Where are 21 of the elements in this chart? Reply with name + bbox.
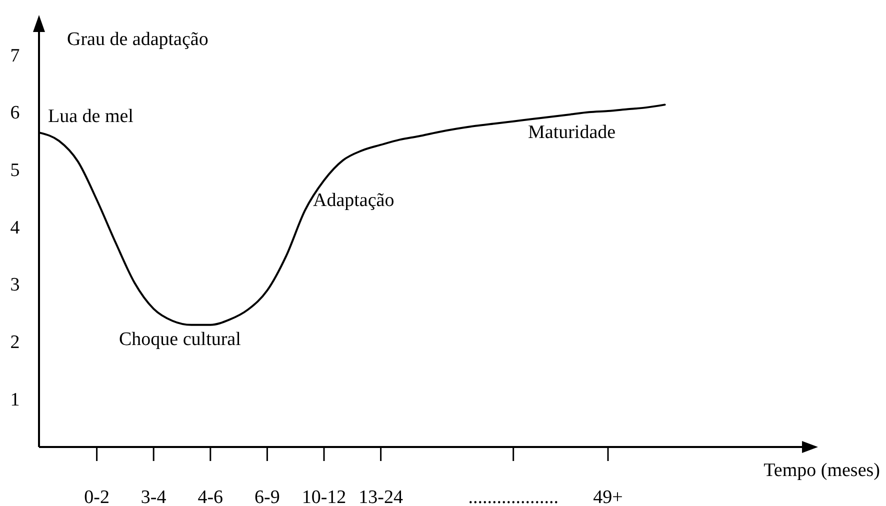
x-tick-label: 3-4 xyxy=(140,487,167,506)
y-tick-label: 6 xyxy=(10,102,20,124)
y-tick-label: 3 xyxy=(10,274,20,296)
y-axis-title: Grau de adaptação xyxy=(67,29,208,50)
y-tick-label: 2 xyxy=(10,332,20,354)
annotation: Lua de mel xyxy=(48,106,134,127)
y-tick-label: 4 xyxy=(10,217,20,238)
x-tick-label: 13-24 xyxy=(358,487,404,506)
annotation: Maturidade xyxy=(528,122,616,143)
x-tick-label: 10-12 xyxy=(302,487,346,506)
y-tick-label: 5 xyxy=(10,160,20,182)
y-tick-label: 1 xyxy=(10,389,20,410)
annotation: Adaptação xyxy=(313,190,394,211)
y-tick-label: 7 xyxy=(10,45,20,66)
x-tick-label: 6-9 xyxy=(254,487,280,506)
x-tick-label: ................... xyxy=(468,487,558,506)
annotation: Choque cultural xyxy=(119,329,241,350)
x-tick-label: 49+ xyxy=(593,487,623,506)
x-tick-label: 4-6 xyxy=(198,487,224,506)
x-tick-label: 0-2 xyxy=(84,487,110,506)
x-axis-title: Tempo (meses) xyxy=(764,460,880,481)
